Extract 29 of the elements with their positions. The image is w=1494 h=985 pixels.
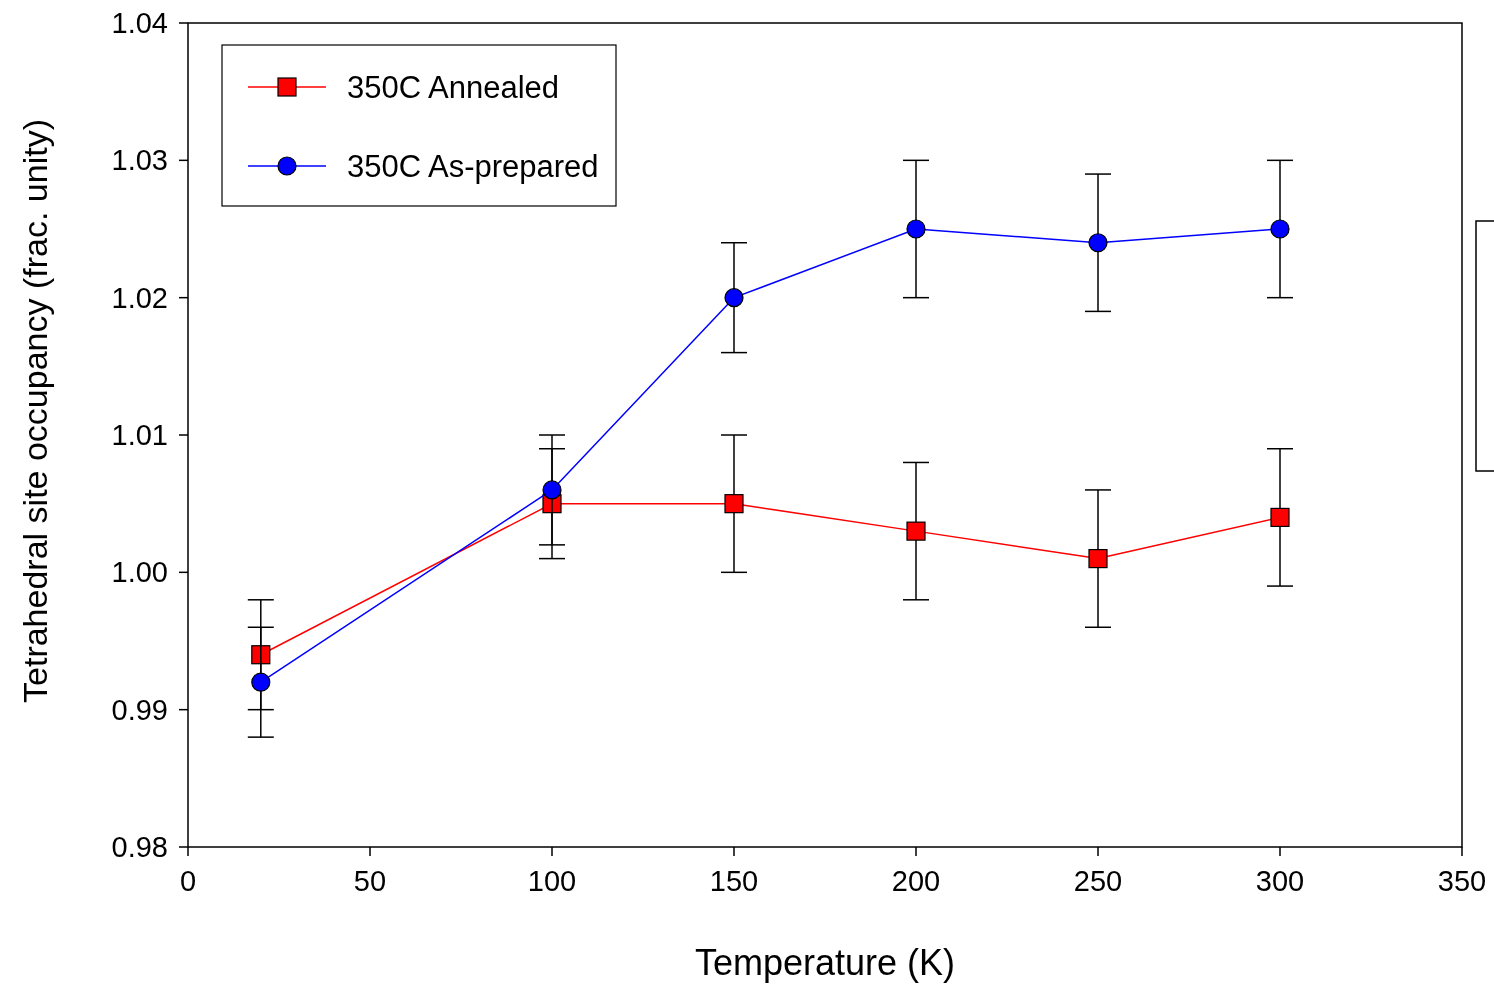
x-tick-label: 350 [1437,865,1487,897]
point [1270,219,1290,239]
x-tick-label: 200 [891,865,941,897]
point [906,521,926,541]
point [1270,507,1290,527]
y-tick-label: 1.03 [111,144,168,177]
point [906,219,926,239]
point [1088,233,1108,253]
x-tick-label: 0 [179,865,197,897]
y-tick-label: 1.02 [111,281,168,314]
legend-label: 350C As-prepared [347,149,599,184]
y-axis-title: Tetrahedral site occupancy (frac. unity) [16,119,54,703]
x-tick-label: 150 [709,865,759,897]
point [251,672,271,692]
x-tick-label: 300 [1255,865,1305,897]
x-axis-title: Temperature (K) [694,942,956,983]
y-tick-label: 0.98 [111,831,168,863]
point [1088,549,1108,569]
point [724,494,744,514]
x-tick-label: 100 [527,865,577,897]
x-tick-label: 50 [353,865,387,897]
point [542,480,562,500]
x-tick-label: 250 [1073,865,1123,897]
y-tick-label: 0.99 [111,693,168,726]
y-tick-label: 1.04 [111,7,168,39]
legend-label: 350C Annealed [347,70,560,105]
point [724,288,744,308]
y-tick-label: 1.01 [111,419,168,451]
y-tick-label: 1.00 [111,556,168,589]
